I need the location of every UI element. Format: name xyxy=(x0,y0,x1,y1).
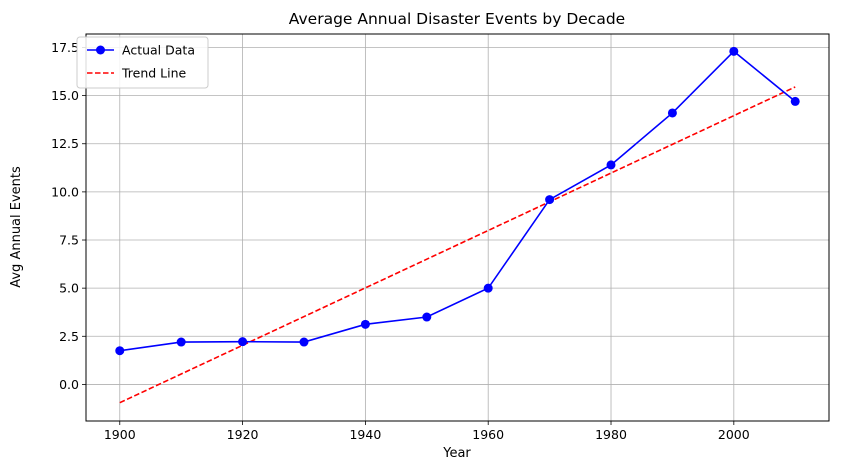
y-tick-label: 5.0 xyxy=(59,281,79,296)
actual-data-point xyxy=(667,108,677,118)
legend-label-actual: Actual Data xyxy=(122,43,195,58)
x-axis-label: Year xyxy=(442,446,471,461)
y-tick-label: 7.5 xyxy=(59,233,79,248)
trend-line xyxy=(119,86,796,404)
actual-data-point xyxy=(176,337,186,347)
actual-data-point xyxy=(790,96,800,106)
legend-marker-actual xyxy=(96,45,105,55)
actual-data-point xyxy=(360,319,370,329)
y-tick-label: 10.0 xyxy=(51,184,79,199)
y-tick-label: 12.5 xyxy=(51,136,79,151)
x-tick-label: 1960 xyxy=(472,427,504,442)
grid-layer xyxy=(86,34,829,421)
legend-label-trend: Trend Line xyxy=(121,66,187,81)
actual-data-point xyxy=(299,337,309,347)
series-layer xyxy=(115,46,800,404)
actual-data-point xyxy=(606,160,616,170)
y-tick-label: 17.5 xyxy=(51,40,79,55)
plot-frame xyxy=(85,33,830,422)
y-axis-label: Avg Annual Events xyxy=(9,166,24,288)
actual-data-point xyxy=(545,195,555,205)
y-tick-label: 15.0 xyxy=(51,88,79,103)
x-tick-label: 1900 xyxy=(104,427,136,442)
x-tick-label: 1920 xyxy=(227,427,259,442)
actual-data-point xyxy=(115,346,125,356)
chart-title: Average Annual Disaster Events by Decade xyxy=(289,10,625,28)
x-tick-label: 1980 xyxy=(595,427,627,442)
y-tick-label: 2.5 xyxy=(59,329,79,344)
x-tick-label: 1940 xyxy=(349,427,381,442)
legend: Actual Data Trend Line xyxy=(76,36,209,89)
y-tick-label: 0.0 xyxy=(59,377,79,392)
actual-data-line xyxy=(119,50,796,352)
actual-data-point xyxy=(729,46,739,56)
actual-data-point xyxy=(422,312,432,322)
tick-layer: 1900 1920 1940 1960 1980 2000 0.0 2.5 5.0 7.5 10.0… xyxy=(51,40,750,442)
actual-data-point xyxy=(483,283,493,293)
actual-data-point xyxy=(238,337,248,347)
x-tick-label: 2000 xyxy=(718,427,750,442)
